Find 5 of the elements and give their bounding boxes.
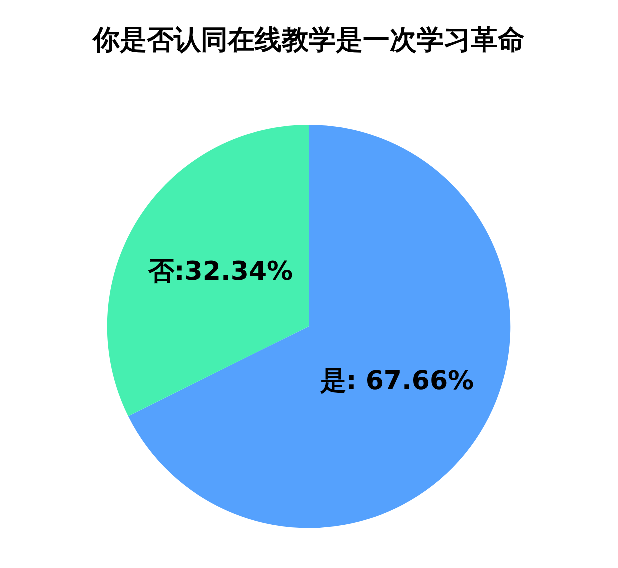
data-label: : 67.66% <box>346 366 474 396</box>
chart-title: 你是否认同在线教学是一次学习革命 <box>92 25 525 56</box>
data-label: :32.34% <box>174 256 294 287</box>
slice-label: 否 <box>147 256 176 287</box>
slice-label: 是 <box>319 366 346 396</box>
